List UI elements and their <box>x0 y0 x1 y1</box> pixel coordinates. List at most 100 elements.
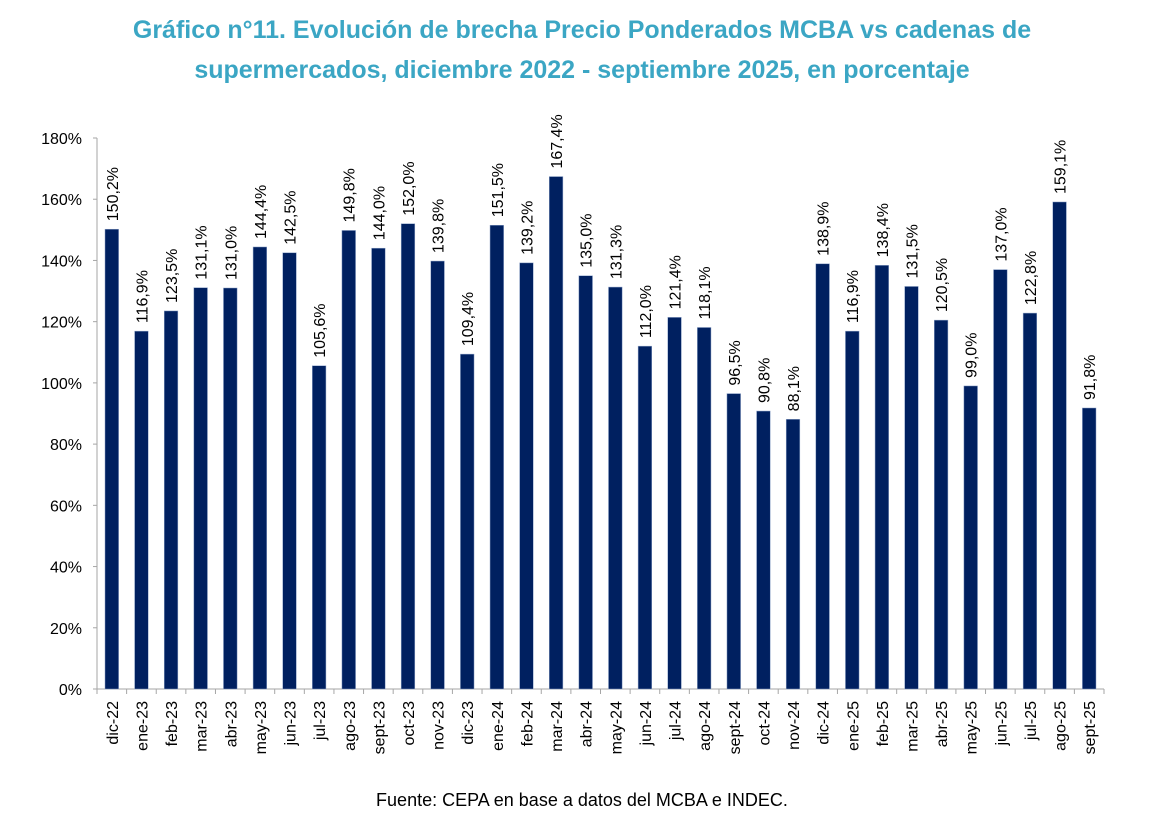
data-label-dic-23: 109,4% <box>460 292 477 346</box>
data-label-mar-25: 131,5% <box>904 224 921 278</box>
y-tick-label: 80% <box>50 437 82 454</box>
x-tick-label-mar-23: mar-23 <box>194 701 211 752</box>
data-label-abr-24: 135,0% <box>579 213 596 267</box>
data-label-feb-24: 139,2% <box>519 201 536 255</box>
bar-sept-23 <box>371 247 386 690</box>
y-tick-label: 60% <box>50 498 82 515</box>
bar-sept-25 <box>1082 407 1097 690</box>
x-tick-label-nov-24: nov-24 <box>786 701 803 750</box>
data-label-nov-24: 88,1% <box>786 366 803 411</box>
bar-ene-25 <box>845 330 860 690</box>
bar-mar-23 <box>193 287 208 690</box>
bar-oct-23 <box>400 223 416 690</box>
bar-jul-24 <box>667 317 682 690</box>
data-label-abr-25: 120,5% <box>934 258 951 312</box>
source-note: Fuente: CEPA en base a datos del MCBA e … <box>376 790 788 810</box>
data-label-jul-24: 121,4% <box>668 255 685 309</box>
bar-dic-22 <box>104 228 119 690</box>
bar-may-23 <box>252 246 267 690</box>
x-tick-label-feb-23: feb-23 <box>164 701 181 746</box>
x-tick-label-sept-23: sept-23 <box>371 701 388 754</box>
bar-jul-23 <box>312 365 327 690</box>
data-label-ago-25: 159,1% <box>1053 140 1070 194</box>
bar-jun-24 <box>637 345 652 690</box>
bar-nov-24 <box>785 419 801 690</box>
bar-dic-24 <box>815 263 830 690</box>
x-tick-label-jul-24: jul-24 <box>668 701 685 741</box>
x-tick-label-dic-24: dic-24 <box>816 701 833 745</box>
bar-abr-25 <box>934 319 949 690</box>
data-label-jul-25: 122,8% <box>1023 251 1040 305</box>
bar-nov-23 <box>430 260 445 690</box>
data-label-mar-24: 167,4% <box>549 114 566 168</box>
bar-jun-23 <box>282 252 297 690</box>
bar-jul-25 <box>1022 312 1038 690</box>
bar-abr-24 <box>578 275 593 690</box>
y-tick-label: 120% <box>41 315 82 332</box>
bars <box>104 176 1097 690</box>
x-tick-label-feb-24: feb-24 <box>519 701 536 746</box>
data-label-sept-23: 144,0% <box>371 186 388 240</box>
data-label-feb-23: 123,5% <box>164 249 181 303</box>
x-tick-label-jun-25: jun-25 <box>993 701 1010 747</box>
bar-ago-24 <box>697 327 712 690</box>
data-label-dic-22: 150,2% <box>105 167 122 221</box>
data-label-mar-23: 131,1% <box>194 225 211 279</box>
x-tick-label-ago-24: ago-24 <box>697 701 714 751</box>
data-label-ago-24: 118,1% <box>697 266 714 319</box>
x-tick-label-mar-24: mar-24 <box>549 701 566 752</box>
bar-may-25 <box>963 385 978 690</box>
x-tick-label-sept-24: sept-24 <box>727 701 744 754</box>
x-tick-label-ene-24: ene-24 <box>490 701 507 751</box>
data-label-oct-24: 90,8% <box>756 358 773 403</box>
bar-ene-24 <box>489 224 504 690</box>
bar-feb-24 <box>519 262 534 690</box>
bar-oct-24 <box>756 410 771 690</box>
x-tick-label-may-25: may-25 <box>964 701 981 754</box>
chart-title-line-2: supermercados, diciembre 2022 - septiemb… <box>194 56 970 84</box>
x-tick-label-abr-23: abr-23 <box>223 701 240 747</box>
x-tick-label-abr-24: abr-24 <box>579 701 596 747</box>
data-label-jun-23: 142,5% <box>283 191 300 245</box>
x-tick-label-mar-25: mar-25 <box>904 701 921 752</box>
x-tick-label-oct-24: oct-24 <box>756 701 773 746</box>
bar-ago-23 <box>341 230 356 690</box>
data-label-may-23: 144,4% <box>253 185 270 239</box>
chart-title: Gráfico n°11. Evolución de brecha Precio… <box>0 10 1164 90</box>
data-label-ago-23: 149,8% <box>342 168 359 222</box>
x-tick-label-may-23: may-23 <box>253 701 270 754</box>
x-tick-label-jun-24: jun-24 <box>638 701 655 747</box>
x-tick-label-jul-25: jul-25 <box>1023 701 1040 741</box>
x-tick-label-ene-23: ene-23 <box>134 701 151 751</box>
data-label-nov-23: 139,8% <box>431 199 448 253</box>
bar-ago-25 <box>1052 201 1067 690</box>
bar-feb-25 <box>874 265 889 690</box>
data-label-ene-24: 151,5% <box>490 163 507 217</box>
data-label-jul-23: 105,6% <box>312 303 329 357</box>
x-tick-label-oct-23: oct-23 <box>401 701 418 746</box>
bar-ene-23 <box>134 330 149 690</box>
data-label-oct-23: 152,0% <box>401 161 418 215</box>
x-tick-label-ago-23: ago-23 <box>342 701 359 751</box>
data-label-may-25: 99,0% <box>964 333 981 378</box>
data-label-sept-24: 96,5% <box>727 340 744 385</box>
x-tick-label-jul-23: jul-23 <box>312 701 329 741</box>
x-tick-label-jun-23: jun-23 <box>283 701 300 747</box>
data-label-jun-25: 137,0% <box>993 207 1010 261</box>
x-tick-label-sept-25: sept-25 <box>1082 701 1099 754</box>
bar-mar-24 <box>549 176 564 690</box>
y-tick-label: 40% <box>50 560 82 577</box>
data-label-dic-24: 138,9% <box>816 202 833 256</box>
data-label-may-24: 131,3% <box>608 225 625 279</box>
y-axis: 0% 20% 40% 60% 80% 100% 120% 140% 160% 180% <box>41 131 98 699</box>
x-axis: dic-22 ene-23 feb-23 mar-23 abr-23 may-23 jun-… <box>96 688 1105 754</box>
chart-title-line-1: Gráfico n°11. Evolución de brecha Precio… <box>132 16 1032 44</box>
x-tick-label-feb-25: feb-25 <box>875 701 892 746</box>
data-label-abr-23: 131,0% <box>223 226 240 280</box>
bar-jun-25 <box>993 269 1008 690</box>
data-label-ene-23: 116,9% <box>134 270 151 323</box>
data-label-jun-24: 112,0% <box>638 285 655 338</box>
y-tick-label: 180% <box>41 131 82 148</box>
bar-dic-23 <box>460 353 475 690</box>
